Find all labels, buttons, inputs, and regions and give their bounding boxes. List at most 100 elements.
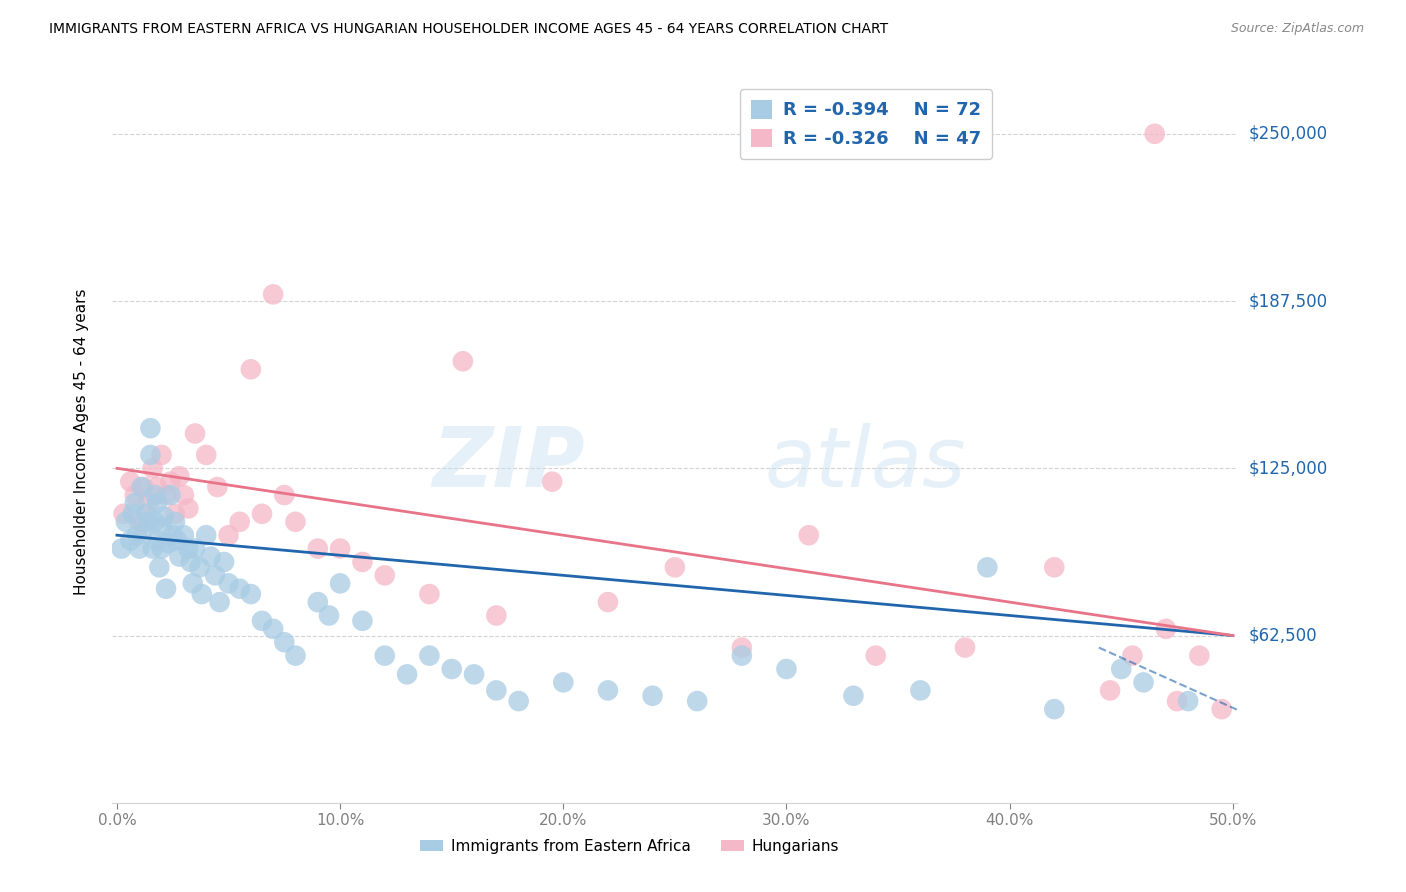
Point xyxy=(115,515,138,529)
Point xyxy=(121,507,143,521)
Point xyxy=(865,648,887,663)
Point xyxy=(124,488,146,502)
Point xyxy=(142,461,165,475)
Point xyxy=(284,648,307,663)
Point xyxy=(110,541,132,556)
Point xyxy=(139,448,162,462)
Point xyxy=(128,515,150,529)
Point xyxy=(195,528,218,542)
Point xyxy=(352,555,374,569)
Y-axis label: Householder Income Ages 45 - 64 years: Householder Income Ages 45 - 64 years xyxy=(75,288,89,595)
Point xyxy=(153,509,176,524)
Point xyxy=(273,488,295,502)
Point xyxy=(374,648,396,663)
Point xyxy=(155,488,177,502)
Point xyxy=(146,496,169,510)
Point xyxy=(775,662,797,676)
Point xyxy=(136,515,159,529)
Point xyxy=(329,576,352,591)
Point xyxy=(451,354,474,368)
Text: $62,500: $62,500 xyxy=(1249,626,1317,645)
Point xyxy=(146,533,169,548)
Point xyxy=(180,555,202,569)
Point xyxy=(418,587,440,601)
Point xyxy=(143,515,166,529)
Point xyxy=(157,536,180,550)
Point xyxy=(731,648,754,663)
Point xyxy=(150,520,173,534)
Point xyxy=(146,480,169,494)
Point xyxy=(228,582,250,596)
Text: $125,000: $125,000 xyxy=(1249,459,1327,477)
Point xyxy=(169,469,191,483)
Point xyxy=(132,480,155,494)
Point xyxy=(177,501,200,516)
Point xyxy=(120,475,142,489)
Point xyxy=(553,675,575,690)
Point xyxy=(155,582,177,596)
Point xyxy=(184,426,207,441)
Point xyxy=(148,560,170,574)
Point xyxy=(440,662,463,676)
Text: IMMIGRANTS FROM EASTERN AFRICA VS HUNGARIAN HOUSEHOLDER INCOME AGES 45 - 64 YEAR: IMMIGRANTS FROM EASTERN AFRICA VS HUNGAR… xyxy=(49,22,889,37)
Point xyxy=(686,694,709,708)
Point xyxy=(181,576,204,591)
Point xyxy=(190,587,212,601)
Point xyxy=(150,448,173,462)
Point xyxy=(485,683,508,698)
Point xyxy=(250,614,273,628)
Point xyxy=(1132,675,1154,690)
Point xyxy=(508,694,530,708)
Point xyxy=(485,608,508,623)
Point xyxy=(218,528,240,542)
Point xyxy=(731,640,754,655)
Point xyxy=(1143,127,1166,141)
Point xyxy=(124,496,146,510)
Point xyxy=(1177,694,1199,708)
Point xyxy=(664,560,686,574)
Point xyxy=(1109,662,1132,676)
Point xyxy=(184,541,207,556)
Point xyxy=(150,541,173,556)
Point xyxy=(797,528,820,542)
Point xyxy=(541,475,564,489)
Point xyxy=(262,622,284,636)
Point xyxy=(641,689,664,703)
Point xyxy=(842,689,865,703)
Point xyxy=(212,555,235,569)
Point xyxy=(120,533,142,548)
Point xyxy=(374,568,396,582)
Point xyxy=(188,560,211,574)
Point xyxy=(1188,648,1211,663)
Point xyxy=(418,648,440,663)
Point xyxy=(200,549,222,564)
Point xyxy=(976,560,998,574)
Point xyxy=(910,683,932,698)
Point xyxy=(463,667,485,681)
Point xyxy=(596,683,619,698)
Point xyxy=(1166,694,1188,708)
Text: atlas: atlas xyxy=(765,423,966,504)
Point xyxy=(162,528,184,542)
Point xyxy=(218,576,240,591)
Point xyxy=(307,595,329,609)
Point xyxy=(204,568,226,582)
Point xyxy=(239,587,262,601)
Point xyxy=(159,475,181,489)
Point xyxy=(166,533,188,548)
Point xyxy=(318,608,340,623)
Point xyxy=(1211,702,1233,716)
Point xyxy=(1099,683,1122,698)
Point xyxy=(131,480,153,494)
Point xyxy=(136,496,159,510)
Point xyxy=(239,362,262,376)
Point xyxy=(163,507,186,521)
Point xyxy=(352,614,374,628)
Point xyxy=(207,480,229,494)
Point xyxy=(169,549,191,564)
Text: ZIP: ZIP xyxy=(432,423,585,504)
Text: Source: ZipAtlas.com: Source: ZipAtlas.com xyxy=(1230,22,1364,36)
Point xyxy=(173,488,195,502)
Point xyxy=(195,448,218,462)
Point xyxy=(142,541,165,556)
